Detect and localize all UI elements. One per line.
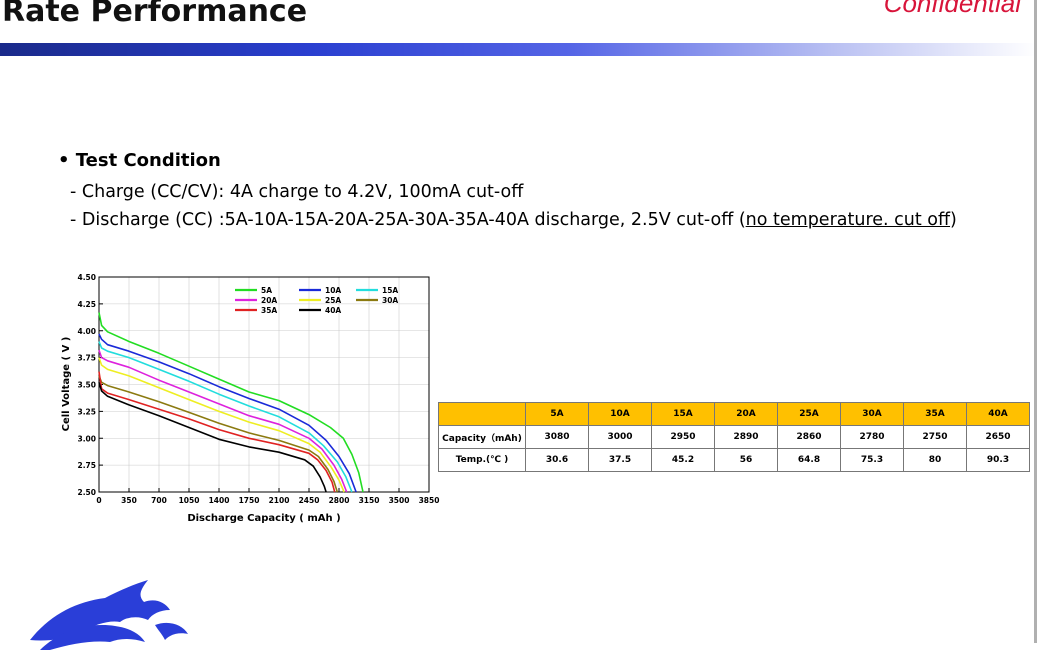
- table-cell: 80: [903, 448, 967, 472]
- series-line-20A: [98, 349, 348, 493]
- discharge-text: - Discharge (CC) :5A-10A-15A-20A-25A-30A…: [70, 210, 746, 230]
- rate-performance-chart: 0 350 700 1050 1400 1750 2100 2450 2800 3150 3500 3…: [61, 273, 440, 524]
- y-axis-label: Cell Voltage ( V ): [61, 337, 72, 432]
- table-cell: 2750: [903, 425, 967, 449]
- table-cell: 2780: [840, 425, 904, 449]
- x-tick-label: 1050: [179, 496, 200, 505]
- table-header-cell: 20A: [714, 402, 778, 426]
- table-header-row: 5A 10A 15A 20A 25A 30A 35A 40A: [438, 402, 1030, 426]
- y-tick-label: 2.50: [77, 488, 96, 497]
- x-tick-label: 1750: [239, 496, 260, 505]
- table-row: Temp.(℃ ) 30.6 37.5 45.2 56 64.8 75.3 80 90.3: [438, 448, 1030, 472]
- table-cell: 2650: [966, 425, 1030, 449]
- y-tick-label: 4.50: [77, 273, 96, 282]
- y-tick-label: 2.75: [77, 461, 96, 470]
- y-tick-label: 3.25: [77, 407, 96, 416]
- legend-label: 10A: [325, 286, 341, 295]
- x-tick-label: 3850: [419, 496, 440, 505]
- series-line-35A: [98, 371, 336, 493]
- table-header-cell: 15A: [651, 402, 715, 426]
- y-tick-label: 3.00: [77, 434, 96, 443]
- x-tick-label: 350: [121, 496, 137, 505]
- series-line-25A: [98, 357, 345, 493]
- x-tick-label: 2450: [299, 496, 320, 505]
- table-cell: 3000: [588, 425, 652, 449]
- table-row-label: Temp.(℃ ): [438, 448, 526, 472]
- test-condition-text: Test Condition: [75, 150, 221, 171]
- table-cell: 2860: [777, 425, 841, 449]
- series-line-15A: [98, 341, 353, 493]
- x-tick-label: 3500: [389, 496, 410, 505]
- discharge-condition: - Discharge (CC) :5A-10A-15A-20A-25A-30A…: [70, 210, 957, 230]
- table-header-cell: 40A: [966, 402, 1030, 426]
- title-underline-bar: [0, 43, 1037, 56]
- legend-label: 5A: [261, 286, 272, 295]
- table-header-cell: 25A: [777, 402, 841, 426]
- dragon-logo-icon: [30, 580, 188, 650]
- table-header-cell: 5A: [525, 402, 589, 426]
- table-cell: 2950: [651, 425, 715, 449]
- x-tick-label: 2100: [269, 496, 290, 505]
- charge-condition: - Charge (CC/CV): 4A charge to 4.2V, 100…: [70, 182, 524, 202]
- series-line-10A: [98, 333, 357, 493]
- table-cell: 90.3: [966, 448, 1030, 472]
- table-header-cell: 35A: [903, 402, 967, 426]
- y-tick-label: 4.00: [77, 327, 96, 336]
- x-tick-label: 0: [96, 496, 101, 505]
- discharge-close: ): [950, 210, 957, 230]
- table-header-cell: 10A: [588, 402, 652, 426]
- x-tick-label: 700: [151, 496, 167, 505]
- table-cell: 2890: [714, 425, 778, 449]
- series-line-30A: [98, 375, 339, 493]
- legend-label: 30A: [382, 296, 398, 305]
- confidential-label: Confidential: [883, 0, 1021, 18]
- table-corner-cell: [438, 402, 526, 426]
- legend-label: 35A: [261, 306, 277, 315]
- table-cell: 56: [714, 448, 778, 472]
- page-title: Rate Performance: [2, 0, 308, 29]
- legend-label: 20A: [261, 296, 277, 305]
- table-cell: 30.6: [525, 448, 589, 472]
- table-row: Capacity（mAh) 3080 3000 2950 2890 2860 2780 275…: [438, 425, 1030, 449]
- table-cell: 37.5: [588, 448, 652, 472]
- y-tick-label: 3.75: [77, 354, 96, 363]
- rate-results-table: 5A 10A 15A 20A 25A 30A 35A 40A Capacity（mAh) 308…: [438, 402, 1030, 472]
- series-line-5A: [98, 312, 364, 493]
- x-axis-label: Discharge Capacity ( mAh ): [187, 513, 340, 524]
- discharge-note: no temperature. cut off: [745, 210, 951, 230]
- legend-label: 40A: [325, 306, 341, 315]
- test-condition-heading: • Test Condition: [58, 150, 221, 171]
- series-line-40A: [98, 382, 327, 493]
- table-header-cell: 30A: [840, 402, 904, 426]
- x-tick-label: 1400: [209, 496, 230, 505]
- table-row-label: Capacity（mAh): [438, 425, 526, 449]
- slide-edge: [1034, 0, 1037, 643]
- y-tick-label: 4.25: [77, 300, 96, 309]
- legend-label: 15A: [382, 286, 398, 295]
- table-cell: 3080: [525, 425, 589, 449]
- table-cell: 45.2: [651, 448, 715, 472]
- x-tick-label: 3150: [359, 496, 380, 505]
- x-tick-label: 2800: [329, 496, 350, 505]
- y-tick-label: 3.50: [77, 381, 96, 390]
- table-cell: 64.8: [777, 448, 841, 472]
- legend-label: 25A: [325, 296, 341, 305]
- table-cell: 75.3: [840, 448, 904, 472]
